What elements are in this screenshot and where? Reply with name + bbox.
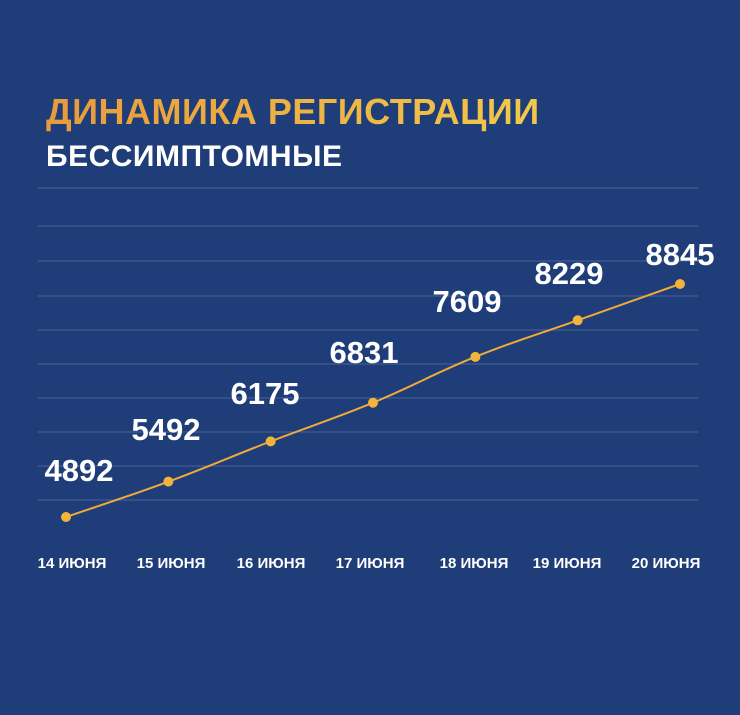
data-point	[265, 436, 276, 447]
data-label: 6831	[330, 335, 399, 370]
data-label: 4892	[45, 453, 114, 488]
data-labels: 4892 5492 6175 6831 7609 8229 8845	[45, 237, 715, 488]
chart-subtitle: БЕССИМПТОМНЫЕ	[46, 140, 343, 173]
x-tick-label: 14 ИЮНЯ	[38, 555, 107, 572]
x-tick-label: 16 ИЮНЯ	[237, 555, 306, 572]
grid-lines	[38, 187, 698, 501]
data-label: 7609	[433, 284, 502, 319]
x-tick-label: 19 ИЮНЯ	[533, 555, 602, 572]
data-points	[61, 279, 685, 522]
data-point	[61, 512, 71, 522]
x-tick-label: 15 ИЮНЯ	[137, 555, 206, 572]
data-point	[368, 397, 378, 408]
data-label: 5492	[132, 412, 201, 447]
x-tick-label: 18 ИЮНЯ	[440, 555, 509, 572]
chart-title: ДИНАМИКА РЕГИСТРАЦИИ	[46, 91, 540, 132]
data-point	[163, 476, 174, 487]
data-point	[572, 315, 583, 326]
data-label: 6175	[231, 376, 300, 411]
x-tick-label: 17 ИЮНЯ	[336, 555, 405, 572]
data-label: 8845	[646, 237, 715, 272]
data-point	[470, 351, 481, 362]
x-tick-label: 20 ИЮНЯ	[632, 555, 701, 572]
x-axis-tick-labels: 14 ИЮНЯ 15 ИЮНЯ 16 ИЮНЯ 17 ИЮНЯ 18 ИЮНЯ 19 ИЮ…	[38, 555, 701, 572]
data-label: 8229	[535, 256, 604, 291]
data-point	[675, 279, 685, 289]
